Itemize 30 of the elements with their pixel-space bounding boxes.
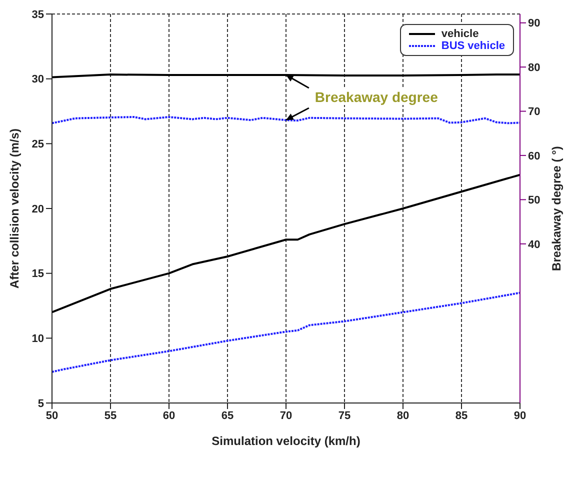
y2-tick-label: 40: [528, 238, 540, 251]
y2-tick-label: 50: [528, 194, 540, 207]
y-axis-title: After collision velocity (m/s): [7, 128, 22, 289]
y-tick-label: 5: [38, 398, 44, 410]
x-tick-label: 70: [280, 410, 292, 422]
x-tick-label: 50: [46, 410, 58, 422]
legend-label: vehicle: [441, 28, 479, 40]
x-tick-label: 65: [221, 410, 234, 422]
line-series: [52, 292, 520, 373]
y-tick-label: 35: [32, 8, 44, 21]
y2-tick-label: 70: [528, 106, 540, 118]
y2-tick-label: 80: [528, 62, 540, 74]
y-tick-label: 10: [32, 333, 44, 346]
y-tick-label: 30: [32, 74, 44, 86]
x-tick-label: 60: [162, 410, 176, 422]
x-tick-label: 80: [396, 410, 410, 422]
y-tick-label: 15: [32, 268, 44, 280]
x-axis-title: Simulation velocity (km/h): [212, 434, 360, 448]
y-tick-label: 20: [32, 203, 44, 216]
y2-tick-label: 60: [528, 150, 540, 162]
y2-axis-title: Breakaway degree ( °): [549, 146, 564, 271]
x-tick-label: 55: [104, 410, 117, 422]
y2-tick-label: 90: [528, 18, 540, 30]
y-tick-label: 25: [32, 138, 44, 151]
line-series: [52, 174, 520, 314]
x-tick-label: 85: [455, 410, 468, 422]
x-tick-label: 90: [514, 410, 526, 422]
x-tick-label: 75: [338, 410, 351, 422]
legend-label: BUS vehicle: [441, 40, 505, 52]
annotation: Breakaway degree: [312, 88, 440, 105]
